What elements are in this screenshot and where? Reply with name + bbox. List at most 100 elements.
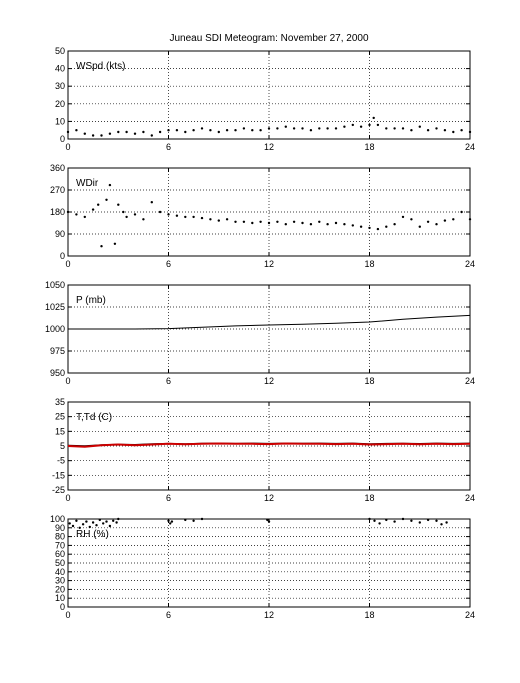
data-point xyxy=(401,215,405,219)
data-point xyxy=(75,213,78,216)
data-point xyxy=(75,129,78,132)
data-point xyxy=(309,129,313,132)
x-tick-label: 24 xyxy=(465,259,475,269)
data-point xyxy=(435,223,438,226)
data-point xyxy=(100,245,103,248)
data-point xyxy=(108,524,112,528)
x-tick-label: 18 xyxy=(364,142,374,152)
data-point xyxy=(418,225,421,228)
data-point xyxy=(385,518,388,522)
data-point xyxy=(284,125,287,128)
data-point xyxy=(440,523,443,526)
data-point xyxy=(359,225,363,228)
x-tick-label: 0 xyxy=(65,376,70,386)
data-point xyxy=(150,201,153,204)
y-tick-label: 1000 xyxy=(45,324,65,334)
data-point xyxy=(301,221,304,225)
y-tick-label: 40 xyxy=(55,64,65,74)
data-point xyxy=(309,223,313,226)
data-point xyxy=(351,224,354,227)
y-tick-label: 30 xyxy=(55,81,65,91)
data-point xyxy=(88,525,92,529)
data-point xyxy=(83,132,87,135)
data-point xyxy=(368,123,371,127)
data-point xyxy=(100,134,103,137)
data-point xyxy=(85,520,88,523)
data-point xyxy=(460,210,463,214)
y-tick-label: -5 xyxy=(57,456,65,466)
x-tick-label: 0 xyxy=(65,610,70,620)
data-point xyxy=(217,130,220,134)
data-point xyxy=(267,520,271,523)
x-tick-label: 6 xyxy=(166,142,171,152)
data-point xyxy=(251,129,254,132)
data-point xyxy=(418,521,421,524)
data-point xyxy=(410,519,413,522)
data-point xyxy=(267,127,271,130)
data-point xyxy=(102,522,105,525)
data-point xyxy=(68,522,71,525)
data-point xyxy=(334,221,338,225)
y-tick-label: 20 xyxy=(55,99,65,109)
y-tick-label: -25 xyxy=(52,485,65,495)
chart-title: Juneau SDI Meteogram: November 27, 2000 xyxy=(169,33,369,44)
x-tick-label: 12 xyxy=(264,493,274,503)
panel-label: T,Td (C) xyxy=(76,412,112,423)
data-point xyxy=(418,125,421,128)
data-point xyxy=(468,218,472,221)
data-point xyxy=(66,210,70,214)
data-point xyxy=(167,129,170,132)
data-point xyxy=(158,210,162,214)
data-point xyxy=(343,223,346,226)
x-tick-label: 12 xyxy=(264,259,274,269)
data-point xyxy=(66,130,70,134)
data-point xyxy=(125,215,128,219)
data-point xyxy=(192,519,195,522)
data-point xyxy=(200,517,204,521)
data-point xyxy=(301,127,304,130)
y-tick-label: 270 xyxy=(50,185,65,195)
y-tick-label: 1025 xyxy=(45,302,65,312)
data-point xyxy=(443,129,447,132)
y-tick-label: 25 xyxy=(55,412,65,422)
data-point xyxy=(225,218,229,221)
data-point xyxy=(167,519,170,522)
x-tick-label: 18 xyxy=(364,493,374,503)
data-point xyxy=(234,220,237,223)
panel-label: WDir xyxy=(76,178,99,189)
data-point xyxy=(292,220,296,223)
data-point xyxy=(326,127,329,130)
data-point xyxy=(251,221,254,225)
data-point xyxy=(292,127,296,130)
data-point xyxy=(108,183,112,187)
data-point xyxy=(122,210,125,214)
x-tick-label: 6 xyxy=(166,610,171,620)
y-tick-label: 10 xyxy=(55,116,65,126)
data-point xyxy=(410,129,413,132)
data-point xyxy=(242,220,246,223)
panel-3: 0 6 12 18 24 -25 -15 -5 5 15 25 35 T,Td (C) xyxy=(52,397,475,503)
y-tick-label: 975 xyxy=(50,346,65,356)
data-point xyxy=(158,130,162,134)
data-point xyxy=(259,129,262,132)
x-tick-label: 24 xyxy=(465,493,475,503)
data-point xyxy=(401,127,405,130)
y-tick-label: 90 xyxy=(55,229,65,239)
x-tick-label: 18 xyxy=(364,610,374,620)
data-point xyxy=(276,127,279,130)
data-point xyxy=(98,518,102,522)
data-point xyxy=(393,223,396,226)
x-tick-label: 24 xyxy=(465,142,475,152)
x-tick-label: 0 xyxy=(65,493,70,503)
data-point xyxy=(373,519,376,522)
data-point xyxy=(435,519,438,522)
x-tick-label: 18 xyxy=(364,259,374,269)
y-tick-label: 30 xyxy=(55,576,65,586)
data-point xyxy=(217,219,220,222)
data-point xyxy=(443,219,447,222)
panel-label: RH (%) xyxy=(76,529,109,540)
data-point xyxy=(83,215,87,219)
series-line-0 xyxy=(68,314,471,330)
data-point xyxy=(393,127,396,130)
y-tick-label: 5 xyxy=(60,441,65,451)
